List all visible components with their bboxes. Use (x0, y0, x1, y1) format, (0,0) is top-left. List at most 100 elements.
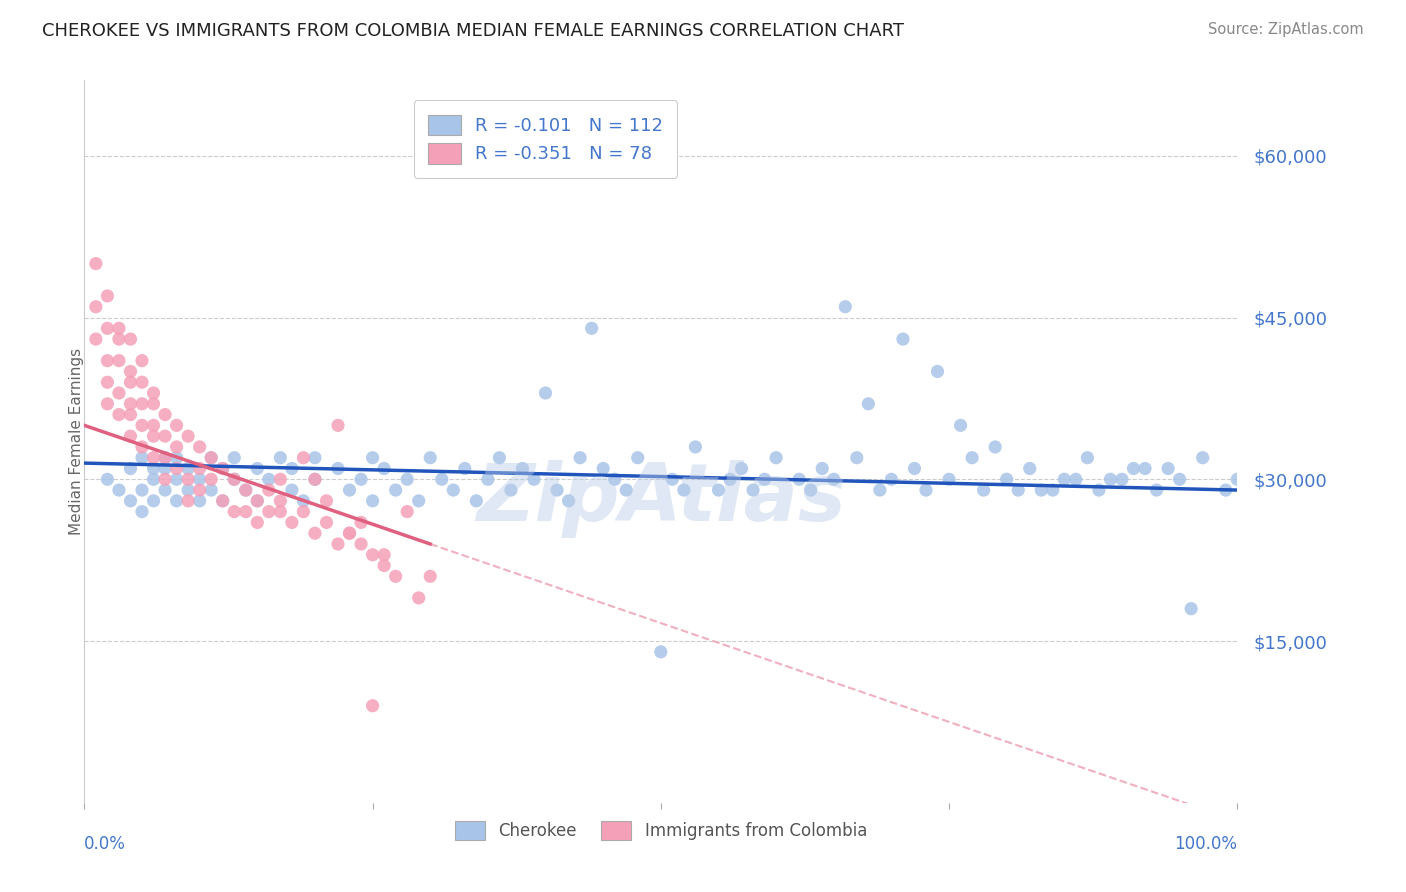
Point (927, 364, 949, 378)
Point (108, 386, 131, 401)
Point (153, 483, 176, 497)
Point (166, 450, 188, 465)
Point (1146, 483, 1168, 497)
Point (108, 408, 131, 422)
Point (581, 321, 603, 335)
Point (200, 483, 222, 497)
Point (984, 440, 1007, 454)
Point (142, 418, 165, 433)
Point (188, 461, 211, 475)
Point (96, 353, 118, 368)
Point (384, 569, 406, 583)
Point (120, 332, 142, 346)
Point (1031, 483, 1053, 497)
Legend: Cherokee, Immigrants from Colombia: Cherokee, Immigrants from Colombia (446, 813, 876, 848)
Point (131, 450, 153, 465)
Point (84, 332, 107, 346)
Point (891, 332, 914, 346)
Point (177, 483, 200, 497)
Point (281, 516, 304, 530)
Point (869, 483, 891, 497)
Point (1076, 450, 1098, 465)
Point (361, 698, 384, 713)
Point (246, 493, 269, 508)
Point (153, 450, 176, 465)
Point (787, 472, 810, 486)
Point (120, 493, 142, 508)
Point (131, 505, 153, 519)
Point (142, 461, 165, 475)
Point (1007, 483, 1029, 497)
Point (454, 461, 477, 475)
Point (142, 397, 165, 411)
Point (823, 472, 845, 486)
Point (120, 429, 142, 443)
Point (995, 472, 1018, 486)
Point (224, 472, 246, 486)
Point (246, 516, 269, 530)
Point (96, 289, 118, 303)
Point (188, 472, 211, 486)
Point (1099, 472, 1122, 486)
Point (224, 450, 246, 465)
Point (153, 472, 176, 486)
Point (84, 257, 107, 271)
Point (269, 472, 291, 486)
Point (1157, 461, 1180, 475)
Point (96, 397, 118, 411)
Point (811, 461, 834, 475)
Point (304, 472, 326, 486)
Point (315, 516, 337, 530)
Point (765, 450, 787, 465)
Point (142, 450, 165, 465)
Point (1168, 472, 1191, 486)
Point (419, 569, 441, 583)
Point (304, 450, 326, 465)
Point (730, 461, 752, 475)
Point (361, 548, 384, 562)
Point (108, 321, 131, 335)
Point (834, 300, 856, 314)
Point (707, 483, 730, 497)
Point (546, 483, 568, 497)
Point (361, 450, 384, 465)
Point (396, 505, 419, 519)
Point (465, 493, 488, 508)
Point (142, 493, 165, 508)
Point (1064, 472, 1087, 486)
Point (96, 376, 118, 390)
Point (938, 472, 960, 486)
Point (131, 483, 153, 497)
Point (1042, 483, 1064, 497)
Point (592, 461, 614, 475)
Point (96, 472, 118, 486)
Point (120, 364, 142, 378)
Point (499, 483, 522, 497)
Point (188, 483, 211, 497)
Point (235, 483, 257, 497)
Point (200, 450, 222, 465)
Point (211, 461, 233, 475)
Point (131, 418, 153, 433)
Point (614, 483, 637, 497)
Point (534, 386, 557, 401)
Point (131, 376, 153, 390)
Point (120, 408, 142, 422)
Text: 100.0%: 100.0% (1174, 835, 1237, 854)
Point (1191, 450, 1213, 465)
Point (269, 493, 291, 508)
Point (235, 483, 257, 497)
Point (326, 461, 349, 475)
Point (177, 429, 200, 443)
Point (304, 472, 326, 486)
Point (1018, 461, 1040, 475)
Point (200, 450, 222, 465)
Point (903, 461, 925, 475)
Point (569, 450, 592, 465)
Point (131, 353, 153, 368)
Point (949, 418, 972, 433)
Point (153, 461, 176, 475)
Point (166, 461, 188, 475)
Point (960, 450, 983, 465)
Point (235, 505, 257, 519)
